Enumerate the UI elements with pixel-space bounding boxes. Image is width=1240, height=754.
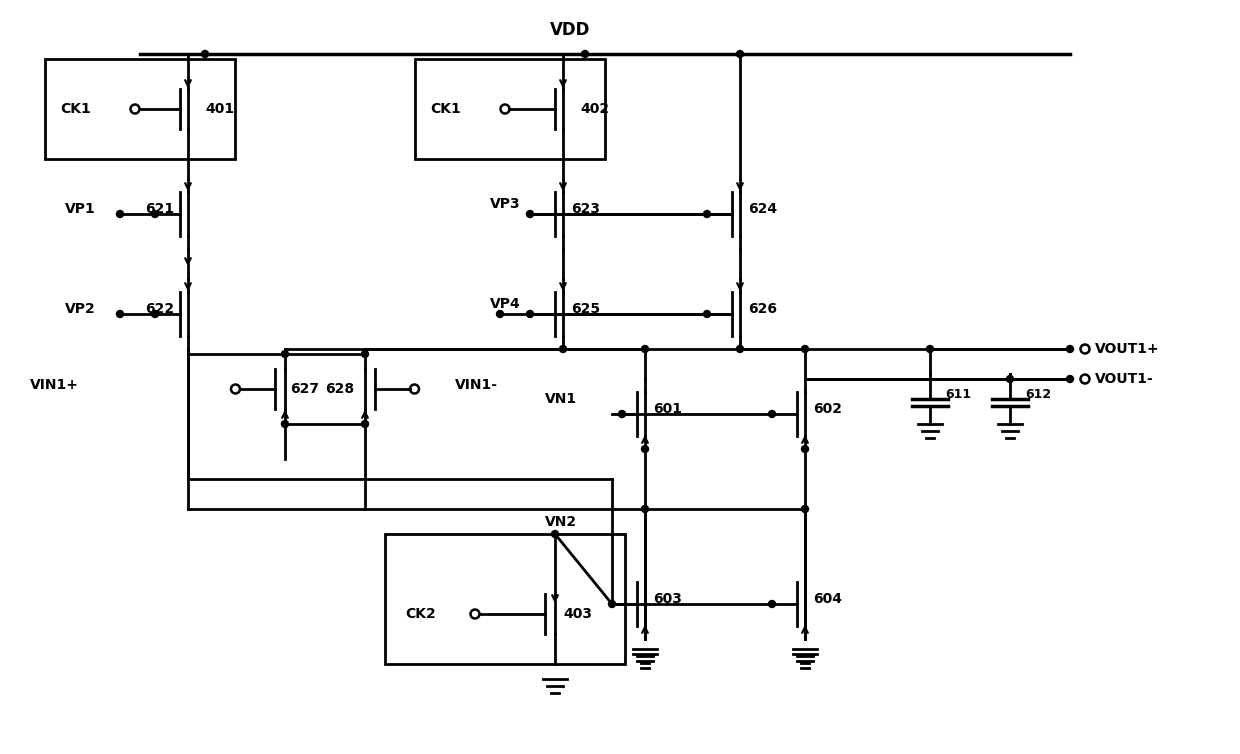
Circle shape	[641, 446, 649, 452]
Circle shape	[619, 410, 625, 418]
Circle shape	[769, 410, 775, 418]
Circle shape	[117, 210, 124, 217]
Circle shape	[801, 505, 808, 513]
Circle shape	[362, 421, 368, 428]
Text: 601: 601	[653, 402, 682, 416]
Circle shape	[202, 51, 208, 57]
Text: VP1: VP1	[64, 202, 95, 216]
Text: VIN1-: VIN1-	[455, 378, 498, 392]
Text: VP3: VP3	[490, 197, 521, 211]
Text: 623: 623	[570, 202, 600, 216]
Text: 626: 626	[748, 302, 777, 316]
Circle shape	[801, 446, 808, 452]
Text: 627: 627	[290, 382, 319, 396]
Circle shape	[117, 311, 124, 317]
Circle shape	[527, 311, 533, 317]
Circle shape	[582, 51, 589, 57]
Text: 403: 403	[563, 607, 591, 621]
Circle shape	[737, 345, 744, 353]
Circle shape	[1007, 375, 1013, 382]
Text: VIN1+: VIN1+	[30, 378, 79, 392]
Circle shape	[769, 600, 775, 608]
Circle shape	[281, 351, 289, 357]
Text: 611: 611	[945, 388, 971, 400]
Circle shape	[362, 351, 368, 357]
Text: 625: 625	[570, 302, 600, 316]
Text: 621: 621	[145, 202, 174, 216]
Text: 604: 604	[813, 592, 842, 606]
Text: 401: 401	[205, 102, 234, 116]
Circle shape	[1066, 345, 1074, 353]
Circle shape	[737, 51, 744, 57]
Circle shape	[496, 311, 503, 317]
Text: 603: 603	[653, 592, 682, 606]
Circle shape	[641, 505, 649, 513]
Circle shape	[926, 345, 934, 353]
Circle shape	[801, 345, 808, 353]
Bar	[45, 59, 236, 159]
Circle shape	[703, 311, 711, 317]
Circle shape	[151, 311, 159, 317]
Circle shape	[151, 210, 159, 217]
Text: 602: 602	[813, 402, 842, 416]
Text: VOUT1-: VOUT1-	[1095, 372, 1153, 386]
Text: CK1: CK1	[60, 102, 91, 116]
Circle shape	[552, 531, 558, 538]
Text: VN2: VN2	[546, 515, 577, 529]
Text: VDD: VDD	[549, 21, 590, 39]
Text: 628: 628	[325, 382, 355, 396]
Text: 612: 612	[1025, 388, 1052, 400]
Text: VP2: VP2	[64, 302, 95, 316]
Circle shape	[609, 600, 615, 608]
Circle shape	[559, 345, 567, 353]
Text: 622: 622	[145, 302, 174, 316]
Circle shape	[281, 421, 289, 428]
Circle shape	[703, 210, 711, 217]
Text: 624: 624	[748, 202, 777, 216]
Text: VOUT1+: VOUT1+	[1095, 342, 1159, 356]
Circle shape	[641, 345, 649, 353]
Text: VP4: VP4	[490, 297, 521, 311]
Text: CK1: CK1	[430, 102, 461, 116]
Circle shape	[1066, 375, 1074, 382]
Text: 402: 402	[580, 102, 609, 116]
Bar	[415, 59, 605, 159]
Text: CK2: CK2	[405, 607, 435, 621]
Circle shape	[527, 210, 533, 217]
Bar	[384, 534, 625, 664]
Text: VN1: VN1	[546, 392, 577, 406]
